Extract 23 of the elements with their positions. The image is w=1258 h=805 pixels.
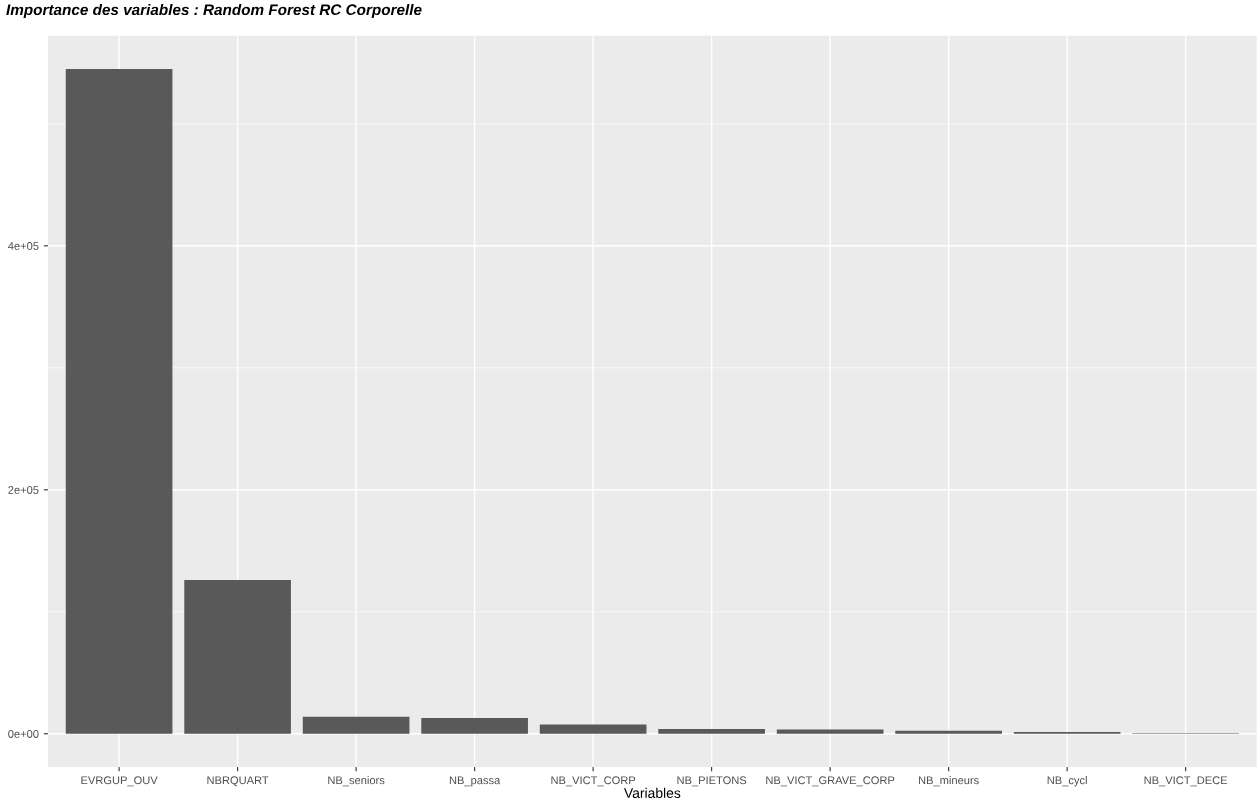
bar <box>302 716 410 734</box>
x-tick-label: NB_VICT_CORP <box>551 776 636 787</box>
x-tick-label: NBRQUART <box>207 776 269 787</box>
x-tick-label: NB_seniors <box>328 776 385 787</box>
x-tick-label: NB_mineurs <box>918 776 979 787</box>
x-tick-label: NB_cycl <box>1047 776 1087 787</box>
bar <box>65 68 173 734</box>
x-tick-label: NB_VICT_DECE <box>1144 776 1228 787</box>
y-tick-label: 2e+05 <box>8 486 39 494</box>
chart-title: Importance des variables : Random Forest RC Corporelle <box>6 3 422 19</box>
y-tick-label: 0e+00 <box>8 730 39 738</box>
bar <box>421 717 528 734</box>
bar <box>776 729 884 734</box>
x-tick-label: NB_passa <box>449 776 501 787</box>
y-tick-label: 4e+05 <box>8 242 39 250</box>
bar <box>895 730 1002 734</box>
bar <box>658 728 765 734</box>
x-tick-label: EVRGUP_OUV <box>81 776 158 787</box>
x-tick-label: NB_PIETONS <box>677 776 747 787</box>
bar <box>184 580 291 734</box>
x-tick-label: NB_VICT_GRAVE_CORP <box>766 776 895 787</box>
x-axis-title: Variables <box>623 787 681 798</box>
bar <box>539 724 647 734</box>
